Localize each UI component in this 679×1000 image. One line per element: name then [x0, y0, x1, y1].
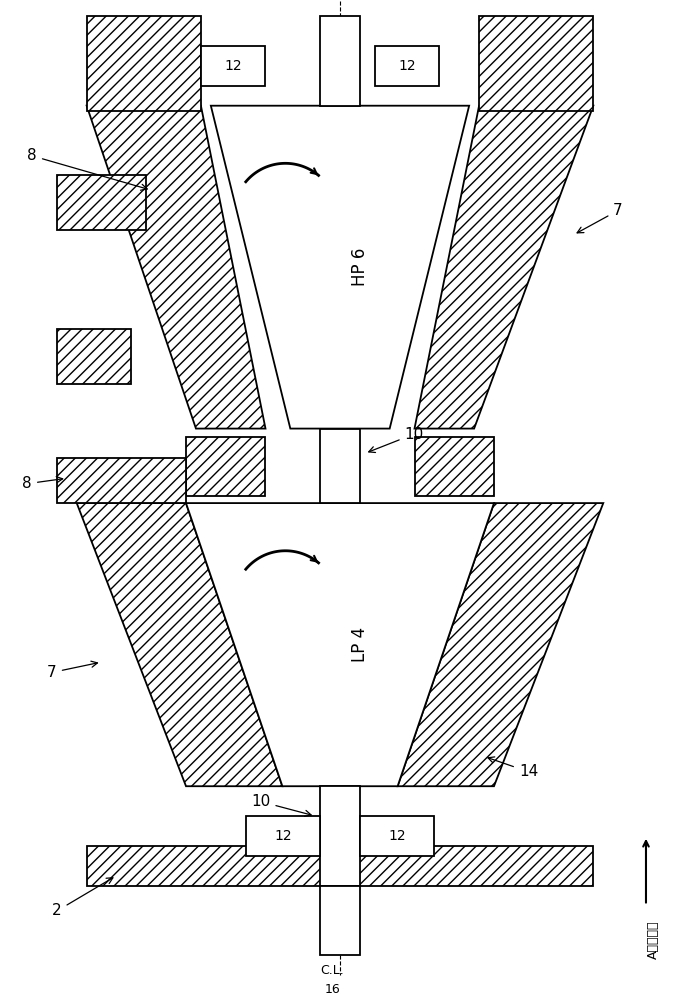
- Bar: [57, 329, 131, 384]
- Polygon shape: [211, 106, 469, 429]
- Text: 10: 10: [251, 794, 311, 816]
- Text: 16: 16: [324, 983, 340, 996]
- Bar: [414, 437, 494, 496]
- Polygon shape: [398, 503, 603, 786]
- Bar: [186, 437, 265, 496]
- Polygon shape: [77, 503, 282, 786]
- Bar: [87, 846, 593, 886]
- Text: C.L.: C.L.: [320, 964, 344, 977]
- Bar: [87, 16, 201, 111]
- Text: 7: 7: [577, 203, 623, 233]
- Bar: [320, 886, 360, 955]
- Text: 14: 14: [488, 757, 538, 779]
- Bar: [320, 16, 360, 106]
- Text: 2: 2: [52, 878, 113, 918]
- Text: A（轴向）: A（轴向）: [646, 920, 659, 959]
- Bar: [360, 816, 435, 856]
- Bar: [57, 175, 146, 230]
- Text: 12: 12: [399, 59, 416, 73]
- Bar: [320, 429, 360, 503]
- Polygon shape: [87, 106, 265, 429]
- Text: 8: 8: [27, 148, 147, 190]
- Text: 12: 12: [388, 829, 406, 843]
- Bar: [201, 46, 265, 86]
- Text: 8: 8: [22, 476, 62, 491]
- Bar: [57, 458, 186, 503]
- Text: HP 6: HP 6: [351, 248, 369, 286]
- Bar: [320, 786, 360, 886]
- Text: 7: 7: [48, 661, 98, 680]
- Bar: [246, 816, 320, 856]
- Text: 12: 12: [224, 59, 242, 73]
- Text: 12: 12: [274, 829, 292, 843]
- Text: LP 4: LP 4: [351, 627, 369, 662]
- Text: 10: 10: [369, 427, 424, 452]
- Bar: [375, 46, 439, 86]
- Bar: [479, 16, 593, 111]
- Polygon shape: [414, 106, 593, 429]
- Polygon shape: [186, 503, 494, 786]
